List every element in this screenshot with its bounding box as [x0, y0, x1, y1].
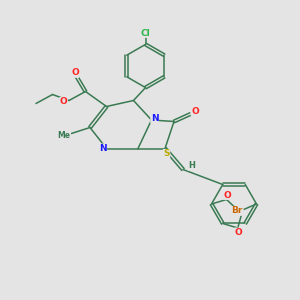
Text: S: S	[163, 149, 170, 158]
Text: N: N	[99, 144, 107, 153]
Text: O: O	[191, 106, 199, 116]
Text: N: N	[151, 114, 158, 123]
Text: Me: Me	[57, 130, 70, 140]
Text: O: O	[223, 190, 231, 200]
Text: O: O	[235, 228, 242, 237]
Text: Br: Br	[232, 206, 243, 215]
Text: H: H	[188, 161, 195, 170]
Text: Cl: Cl	[141, 28, 150, 38]
Text: O: O	[60, 98, 68, 106]
Text: O: O	[71, 68, 79, 77]
